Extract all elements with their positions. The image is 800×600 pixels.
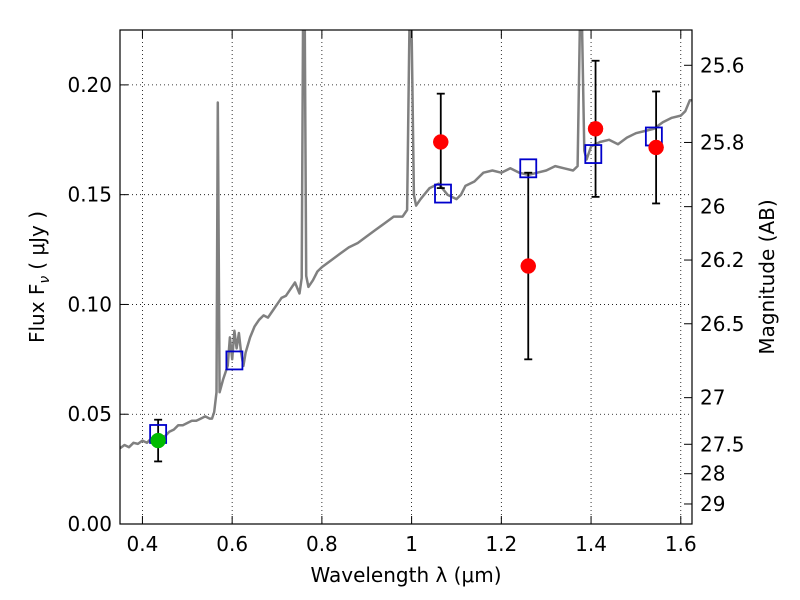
observed-point	[520, 258, 537, 274]
mag-tick-label: 26	[700, 195, 725, 219]
model-box	[519, 158, 538, 179]
mag-tick-label: 28	[700, 462, 725, 486]
y-axis-label: Flux Fν ( μJy )	[25, 211, 53, 343]
plot-frame	[119, 29, 693, 525]
observed-point	[587, 121, 604, 137]
mag-tick-label: 25.6	[700, 53, 745, 77]
mag-tick-label: 27	[700, 386, 725, 410]
mag-tick-label: 26.2	[700, 248, 745, 272]
x-tick-label: 1.4	[575, 532, 607, 556]
model-box	[225, 350, 244, 371]
x-tick-label: 1	[405, 532, 418, 556]
x-tick-label: 1.2	[485, 532, 517, 556]
mag-tick-label: 29	[700, 492, 725, 516]
x-tick-label: 1.6	[665, 532, 697, 556]
svg-text:Flux Fν( μJy ): Flux Fν ( μJy )	[25, 211, 53, 343]
observed-point	[433, 134, 449, 150]
y-axis-label-main: Flux F	[25, 284, 49, 343]
y-tick-label: 0.15	[67, 183, 112, 207]
model-box	[434, 183, 452, 204]
y-tick-label: 0.20	[67, 73, 112, 97]
y-axis-label-sub: ν	[37, 276, 53, 284]
observed-point	[648, 139, 664, 156]
observed-point	[150, 432, 166, 449]
x-tick-label: 0.8	[306, 532, 338, 556]
observed-points	[150, 121, 664, 449]
mag-tick-label: 27.5	[700, 432, 745, 456]
y-axis-label-unit: ( μJy )	[25, 211, 49, 270]
spectrum-line	[120, 30, 692, 450]
model-box	[584, 144, 603, 164]
model-photometry-boxes	[149, 126, 663, 444]
model-spectrum	[120, 30, 692, 450]
y-tick-label: 0.05	[67, 402, 112, 426]
mag-tick-label: 26.5	[700, 312, 745, 336]
mag-tick-label: 25.8	[700, 130, 745, 154]
x-tick-label: 0.4	[127, 532, 159, 556]
axis-ticks: 0.4 0.6 0.8 1 1.2 1.4 1.6 0.00 0.05 0.10 0.15 0.20 2…	[67, 30, 745, 556]
y-tick-label: 0.10	[67, 292, 112, 316]
grid	[120, 30, 692, 525]
x-tick-label: 0.6	[216, 532, 248, 556]
right-axis-label: Magnitude (AB)	[755, 199, 779, 354]
y-tick-label: 0.00	[67, 512, 112, 536]
x-axis-label: Wavelength λ (μm)	[310, 563, 501, 587]
